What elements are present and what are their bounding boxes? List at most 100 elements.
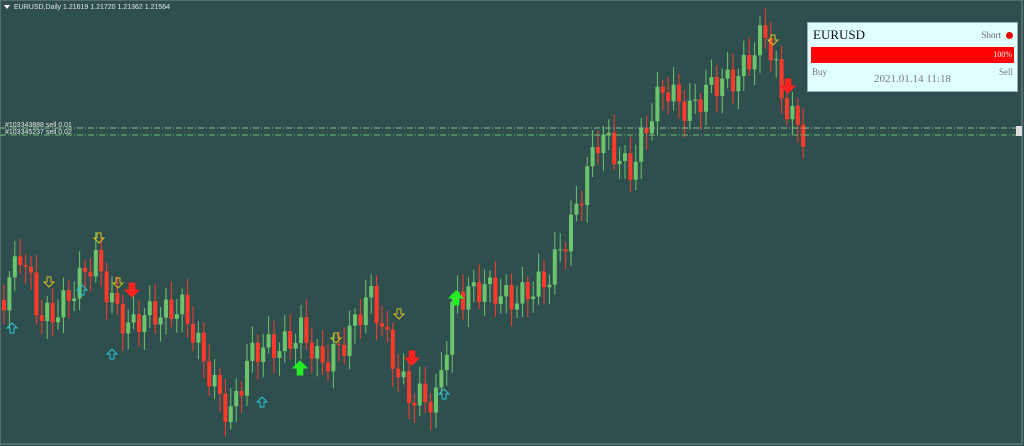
candle-body [709, 77, 714, 85]
candle-body [228, 406, 233, 423]
candle-body [542, 271, 546, 288]
candle-body [61, 290, 66, 318]
panel-time: 2021.01.14 11:18 [874, 73, 951, 85]
signal-arrow [123, 282, 141, 298]
candle-body [493, 277, 498, 305]
candle-body [725, 69, 730, 79]
candle-body [720, 78, 725, 97]
candle-body [83, 267, 87, 272]
candle-body [34, 272, 39, 316]
candle-body [401, 371, 406, 378]
candle-body [795, 105, 800, 125]
candle-body [7, 277, 12, 311]
candle-body [601, 134, 606, 154]
candle-body [579, 203, 584, 206]
candle-body [482, 284, 487, 302]
candle-body [50, 302, 55, 323]
candle-body [536, 271, 541, 297]
candle-body [687, 100, 692, 121]
candle-body [666, 92, 671, 102]
candle-body [158, 317, 163, 325]
menu-icon[interactable] [4, 5, 10, 9]
candle-body [272, 334, 276, 358]
candle-body [417, 383, 422, 406]
candle-body [801, 124, 806, 147]
candle-body [255, 342, 260, 363]
candle-body [93, 250, 98, 277]
candle-body [660, 86, 665, 93]
candle-body [104, 271, 109, 303]
candle-body [569, 214, 573, 252]
signal-arrow [403, 350, 421, 366]
candle-body [142, 315, 147, 332]
candle-body [218, 374, 222, 394]
candle-body [682, 101, 687, 121]
panel-signal: Short [981, 30, 1001, 40]
candle-body [623, 153, 627, 161]
candle-body [169, 299, 174, 319]
candle-body [633, 161, 638, 180]
candle-body [164, 299, 168, 318]
signal-arrow [329, 332, 343, 344]
candle-body [261, 347, 266, 363]
signal-arrow [111, 277, 125, 289]
symbol-info: EURUSD,Daily 1.21619 1.21720 1.21362 1.2… [14, 4, 170, 11]
signal-panel: EURUSD Short 100% Buy Sell 2021.01.14 11… [807, 22, 1018, 92]
candle-body [774, 59, 779, 61]
candle-body [299, 317, 303, 344]
candle-body [120, 303, 125, 334]
candle-body [56, 317, 60, 323]
candle-body [693, 99, 698, 101]
candle-body [277, 351, 282, 358]
order-label: #103345237 sell 0.02 [5, 129, 72, 136]
candle-body [596, 147, 600, 154]
buy-label: Buy [812, 67, 828, 77]
candle-body [396, 368, 401, 378]
candle-body [353, 314, 357, 326]
candle-body [644, 127, 649, 134]
candle-body [282, 331, 287, 352]
candle-body [304, 317, 309, 343]
order-label: #103343888 sell 0.01 [5, 122, 72, 129]
signal-arrow [766, 34, 780, 46]
candle-body [153, 301, 158, 325]
candle-body [736, 76, 741, 92]
candle-body [18, 256, 23, 266]
candle-body [385, 326, 390, 330]
candle-body [180, 294, 185, 315]
candle-body [585, 166, 590, 206]
candle-body [66, 290, 71, 301]
candle-body [12, 256, 17, 278]
signal-arrow [392, 308, 406, 320]
candle-body [628, 153, 633, 180]
candle-body [547, 284, 552, 288]
signal-arrow [5, 322, 19, 334]
candle-body [785, 98, 789, 120]
candle-body [617, 160, 622, 165]
strength-label: 100% [993, 50, 1012, 59]
candle-body [380, 323, 384, 327]
candle-body [509, 285, 514, 310]
candle-body [466, 286, 471, 310]
candle-body [137, 314, 141, 332]
candle-body [250, 342, 255, 361]
candle-body [520, 282, 525, 304]
signal-arrow [75, 284, 89, 296]
signal-arrow [255, 396, 269, 408]
candle-body [23, 265, 28, 267]
signal-arrow [105, 348, 119, 360]
candle-body [390, 329, 395, 369]
candle-body [147, 301, 152, 316]
candle-body [407, 371, 411, 403]
candle-body [650, 121, 654, 134]
candle-body [552, 249, 557, 285]
candle-body [515, 303, 519, 310]
candle-body [428, 401, 433, 413]
candle-body [639, 127, 644, 162]
signal-arrow [92, 232, 106, 244]
candle-body [423, 383, 428, 402]
candle-body [39, 315, 44, 322]
signal-dot [1006, 32, 1013, 39]
candle-body [126, 322, 131, 334]
